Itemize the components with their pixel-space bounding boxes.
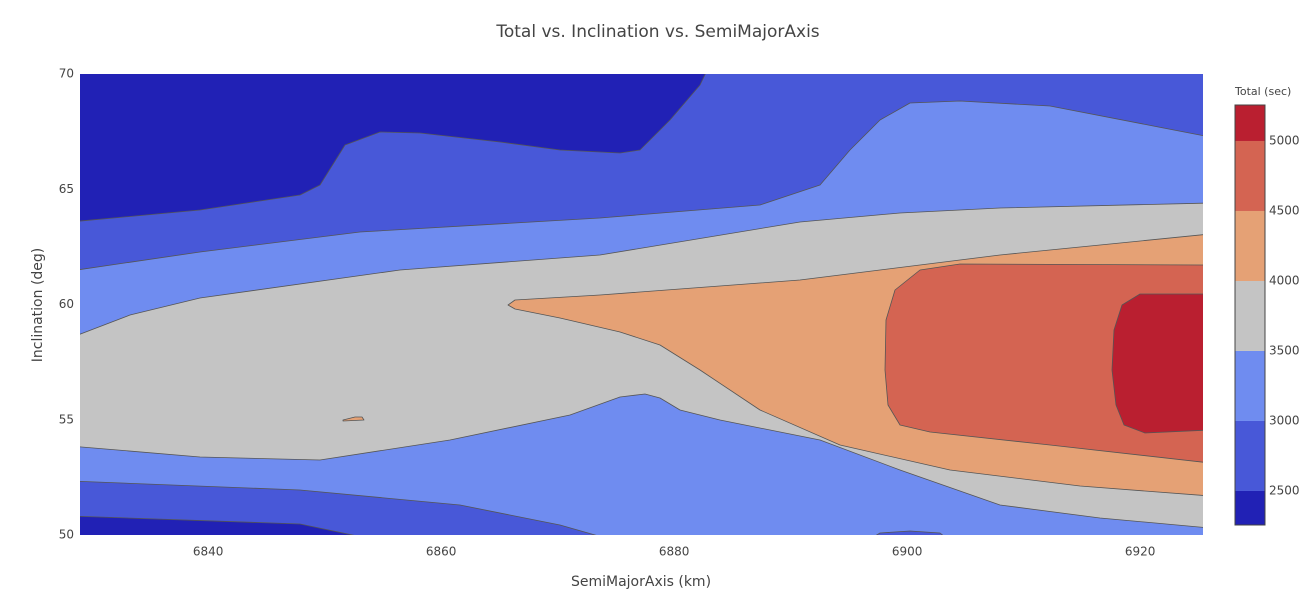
colorbar-tick-label: 5000 — [1269, 133, 1300, 147]
plot-area — [80, 74, 1203, 535]
y-tick-label: 50 — [59, 528, 74, 542]
x-tick-label: 6900 — [892, 545, 923, 559]
contour-region — [875, 530, 944, 535]
colorbar-band — [1235, 210, 1265, 281]
colorbar-tick-label: 3500 — [1269, 343, 1300, 357]
x-tick-label: 6920 — [1125, 545, 1156, 559]
y-tick-label: 65 — [59, 182, 74, 196]
colorbar-band — [1235, 420, 1265, 491]
colorbar-tick-label: 2500 — [1269, 483, 1300, 497]
x-axis-title: SemiMajorAxis (km) — [571, 574, 711, 590]
x-tick-label: 6880 — [659, 545, 690, 559]
colorbar-title: Total (sec) — [1234, 85, 1291, 98]
y-tick-label: 60 — [59, 297, 74, 311]
contour-region — [342, 416, 365, 422]
contour-region — [1111, 293, 1203, 434]
chart-title: Total vs. Inclination vs. SemiMajorAxis — [495, 22, 819, 42]
colorbar-band — [1235, 350, 1265, 421]
colorbar-band — [1235, 490, 1265, 525]
y-axis-title: Inclination (deg) — [30, 248, 46, 363]
colorbar-tick-label: 4000 — [1269, 273, 1300, 287]
contours — [80, 74, 1203, 535]
colorbar-band — [1235, 105, 1265, 141]
x-tick-label: 6860 — [426, 545, 457, 559]
y-tick-label: 70 — [59, 67, 74, 81]
contour-region — [80, 74, 706, 222]
x-tick-label: 6840 — [193, 545, 224, 559]
colorbar-band — [1235, 280, 1265, 351]
contour-region — [80, 515, 355, 535]
y-tick-label: 55 — [59, 412, 74, 426]
colorbar-tick-label: 4500 — [1269, 203, 1300, 217]
colorbar-tick-label: 3000 — [1269, 413, 1300, 427]
colorbar-band — [1235, 140, 1265, 211]
colorbar-frame — [1234, 104, 1266, 526]
